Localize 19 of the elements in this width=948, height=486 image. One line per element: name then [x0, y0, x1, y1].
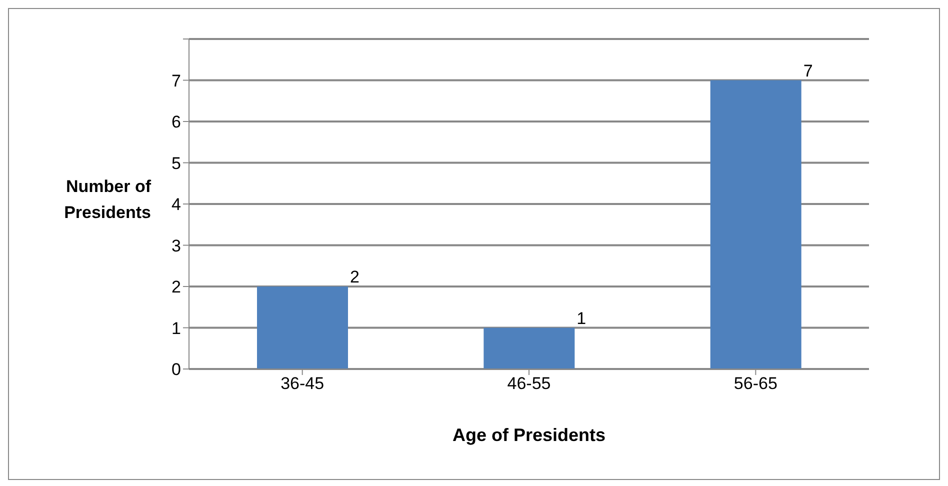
data-label: 1 [576, 308, 586, 328]
y-tick-label: 2 [172, 278, 181, 297]
x-tick-label: 56-65 [734, 374, 778, 394]
data-label: 2 [350, 268, 360, 286]
bar [710, 80, 802, 369]
x-axis-title: Age of Presidents [452, 425, 606, 445]
bar [484, 328, 575, 369]
y-tick-label: 6 [172, 112, 181, 132]
y-tick-label: 1 [172, 318, 181, 338]
data-label: 7 [803, 61, 813, 80]
bar [257, 286, 348, 369]
y-tick-label: 0 [172, 360, 181, 380]
y-tick-label: 3 [172, 236, 181, 256]
y-tick-label: 4 [172, 195, 181, 214]
y-tick-label: 7 [172, 71, 181, 90]
y-axis-title: Number of Presidents [64, 177, 152, 222]
x-tick-label: 36-45 [280, 374, 324, 394]
x-tick-label: 46-55 [507, 374, 551, 394]
y-tick-label: 5 [172, 154, 181, 173]
